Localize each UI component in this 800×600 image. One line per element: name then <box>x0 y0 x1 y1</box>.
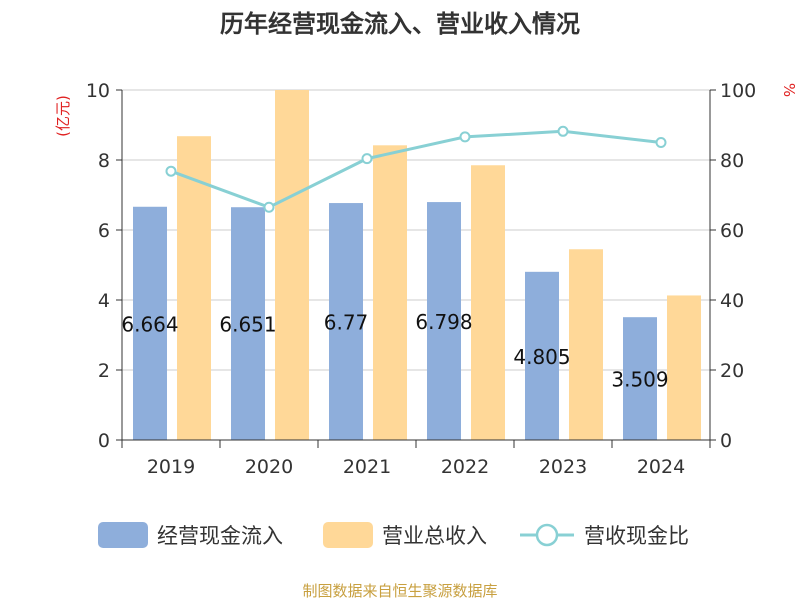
ratio-point <box>165 165 177 177</box>
ratio-point <box>361 153 373 165</box>
legend-swatch-cash-inflow <box>98 522 148 548</box>
right-tick-label: 60 <box>720 220 744 242</box>
legend-label-ratio: 营收现金比 <box>584 524 689 548</box>
ratio-point <box>655 137 667 148</box>
right-tick-label: 100 <box>720 80 756 102</box>
x-tick-label: 2021 <box>343 456 391 478</box>
x-tick-label: 2020 <box>245 456 293 478</box>
bar-cash-inflow <box>623 317 657 440</box>
x-tick-label: 2023 <box>539 456 587 478</box>
bar-revenue <box>569 249 603 440</box>
left-tick-label: 0 <box>98 430 110 452</box>
right-axis-unit: % <box>780 83 798 97</box>
data-label-cash: 6.664 <box>121 312 178 336</box>
bars <box>133 90 701 441</box>
left-tick-label: 2 <box>98 360 110 382</box>
data-label-cash: 3.509 <box>611 368 668 392</box>
data-label-cash: 6.798 <box>415 310 472 334</box>
x-tick-label: 2024 <box>637 456 685 478</box>
bar-revenue <box>667 295 701 440</box>
legend-marker-ratio <box>535 523 559 547</box>
data-label-cash: 6.651 <box>219 313 276 337</box>
bar-cash-inflow <box>231 207 265 440</box>
right-tick-label: 20 <box>720 360 744 382</box>
ratio-point <box>263 201 275 213</box>
left-tick-label: 10 <box>86 80 110 102</box>
ratio-point <box>557 125 569 137</box>
ratio-line <box>165 125 667 213</box>
right-tick-label: 40 <box>720 290 744 312</box>
data-label-cash: 4.805 <box>513 345 570 369</box>
data-label-cash: 6.77 <box>324 311 369 335</box>
bar-revenue <box>275 90 309 440</box>
bar-revenue <box>471 165 505 440</box>
data-labels: 6.664 6.651 6.77 6.798 4.805 3.509 <box>121 310 668 392</box>
legend: 经营现金流入 营业总收入 营收现金比 <box>98 522 689 548</box>
bar-cash-inflow <box>133 206 167 440</box>
legend-swatch-revenue <box>323 522 373 548</box>
legend-label-cash-inflow: 经营现金流入 <box>157 524 283 548</box>
right-tick-label: 0 <box>720 430 732 452</box>
grid-lines <box>122 89 710 371</box>
ratio-point <box>459 131 471 143</box>
bar-revenue <box>373 145 407 441</box>
right-tick-label: 80 <box>720 150 744 172</box>
source-note: 制图数据来自恒生聚源数据库 <box>302 582 497 600</box>
bar-revenue <box>177 136 211 440</box>
ratio-line-path <box>170 129 662 209</box>
bar-cash-inflow <box>525 271 559 440</box>
left-tick-label: 4 <box>98 290 110 312</box>
x-tick-label: 2019 <box>147 456 195 478</box>
left-tick-label: 8 <box>98 150 110 172</box>
x-tick-label: 2022 <box>441 456 489 478</box>
left-axis-unit: (亿元) <box>54 95 72 137</box>
bar-cash-inflow <box>427 202 461 440</box>
chart-title: 历年经营现金流入、营业收入情况 <box>220 10 580 38</box>
left-tick-label: 6 <box>98 220 110 242</box>
bar-cash-inflow <box>329 203 363 440</box>
legend-label-revenue: 营业总收入 <box>382 524 487 548</box>
